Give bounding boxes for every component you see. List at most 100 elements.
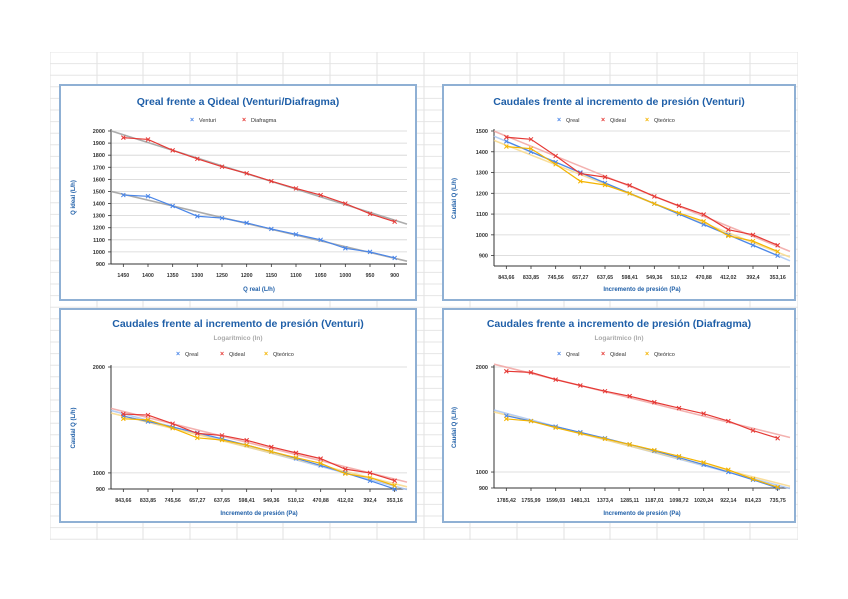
data-point [701, 218, 707, 224]
y-tick-label: 1300 [93, 214, 105, 220]
y-tick-label: 1900 [93, 141, 105, 147]
x-tick-label: 843,66 [498, 275, 514, 281]
marker-x [170, 203, 176, 209]
marker-x [553, 153, 559, 159]
data-point [244, 442, 250, 448]
x-tick-label: 1200 [241, 273, 253, 279]
x-tick-label: 1755,99 [521, 498, 540, 504]
marker-x [553, 377, 559, 382]
data-point [553, 377, 559, 382]
chart-qreal-vs-qideal[interactable]: Qreal frente a Qideal (Venturi/Diafragma… [59, 84, 417, 301]
chart-subtitle: Logarítmico (ln) [213, 335, 262, 342]
data-point [775, 484, 781, 490]
data-point [725, 418, 731, 424]
marker-x [392, 255, 398, 261]
data-point [194, 431, 200, 436]
x-tick-label: 549,36 [646, 275, 662, 281]
x-tick-label: 392,4 [746, 275, 759, 281]
data-point [145, 193, 151, 199]
data-point [244, 170, 250, 176]
x-tick-label: 1100 [290, 273, 302, 279]
marker-x [268, 449, 274, 454]
chart-caudales-venturi[interactable]: Caudales frente al incremento de presión… [442, 84, 796, 301]
y-axis-title: Caudal Q (L/h) [71, 408, 77, 449]
y-axis-title: Caudal Q (L/h) [452, 178, 458, 219]
data-point [342, 471, 348, 477]
x-tick-label: 657,27 [189, 498, 205, 504]
x-tick-label: 510,12 [671, 275, 687, 281]
marker-x [775, 242, 781, 248]
y-tick-label: 1800 [93, 153, 105, 159]
legend-label: Venturi [199, 118, 216, 124]
chart-caudales-diafragma-log[interactable]: Caudales frente a incremento de presión … [442, 308, 796, 523]
x-tick-label: 833,85 [140, 498, 156, 504]
data-point [268, 444, 274, 450]
marker-x [627, 190, 633, 196]
marker-x [367, 470, 373, 476]
chart-svg: Caudales frente a incremento de presión … [452, 318, 791, 517]
marker-x [627, 183, 633, 188]
marker-x [676, 210, 682, 216]
marker-x [553, 161, 559, 167]
chart-title: Qreal frente a Qideal (Venturi/Diafragma… [137, 96, 339, 108]
marker-x [676, 453, 682, 459]
y-tick-label: 1600 [93, 177, 105, 183]
marker-x [318, 192, 324, 198]
marker-x [725, 418, 731, 424]
series-line-venturi [123, 194, 395, 259]
marker-x [219, 433, 225, 438]
legend-label: Qreal [566, 118, 579, 124]
marker-x [775, 253, 781, 258]
x-tick-label: 1000 [339, 273, 351, 279]
marker-x [342, 245, 348, 251]
marker-x [145, 193, 151, 199]
data-point [342, 466, 348, 472]
legend-label: Qteórico [654, 352, 675, 358]
marker-x [750, 242, 756, 248]
data-point [553, 153, 559, 159]
data-point [503, 144, 509, 149]
data-point [775, 249, 781, 254]
chart-caudales-venturi-log[interactable]: Caudales frente al incremento de presión… [59, 308, 417, 523]
data-point [577, 178, 583, 184]
marker-x [602, 174, 608, 180]
data-point [367, 470, 373, 476]
x-tick-label: 1400 [142, 273, 154, 279]
marker-x [120, 416, 126, 422]
marker-x [503, 139, 509, 144]
y-tick-label: 1000 [476, 233, 488, 239]
data-point [503, 134, 509, 140]
marker-x [528, 146, 534, 152]
data-point [268, 226, 274, 232]
marker-x [775, 249, 781, 254]
data-point [750, 238, 756, 244]
y-tick-label: 1400 [93, 202, 105, 208]
legend-marker-icon: × [190, 117, 194, 124]
legend-marker-icon: × [220, 351, 224, 358]
marker-x [145, 412, 151, 418]
marker-x [651, 201, 657, 207]
x-tick-label: 1020,24 [694, 498, 713, 504]
legend-label: Qteórico [654, 118, 675, 124]
data-point [627, 393, 633, 399]
marker-x [676, 405, 682, 411]
marker-x [367, 249, 373, 255]
y-tick-label: 900 [479, 486, 488, 492]
x-axis-title: Incremento de presión (Pa) [220, 511, 297, 517]
marker-x [528, 136, 534, 142]
marker-x [145, 417, 151, 423]
legend-marker-icon: × [557, 117, 561, 124]
marker-x [577, 178, 583, 184]
x-tick-label: 1098,72 [669, 498, 688, 504]
marker-x [503, 416, 509, 422]
marker-x [503, 134, 509, 140]
legend-marker-icon: × [242, 117, 246, 124]
marker-x [194, 213, 200, 219]
data-point [268, 178, 274, 184]
data-point [318, 237, 324, 243]
legend-label: Qreal [185, 352, 198, 358]
x-tick-label: 1150 [266, 273, 278, 279]
data-point [293, 450, 299, 456]
data-point [367, 211, 373, 217]
marker-x [651, 399, 657, 405]
